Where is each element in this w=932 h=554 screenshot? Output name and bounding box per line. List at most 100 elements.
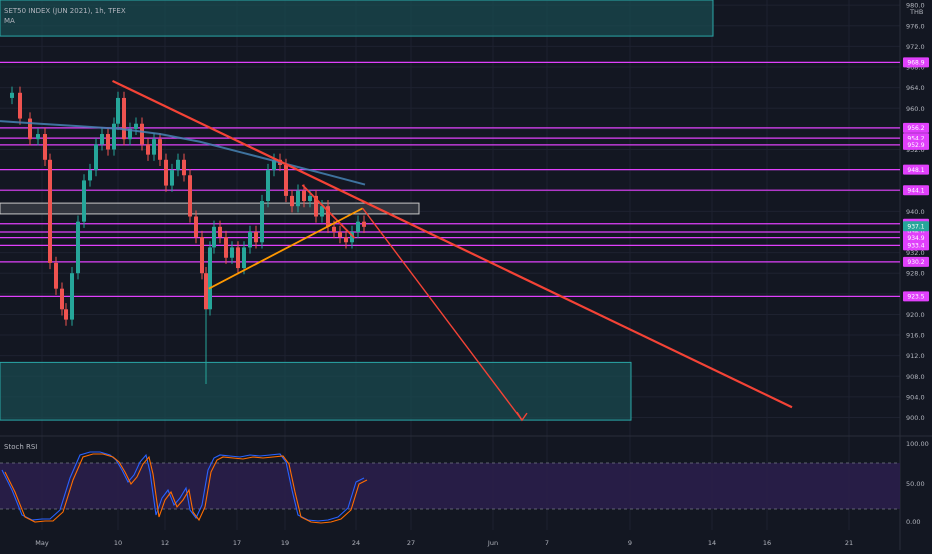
candle-body [230, 247, 234, 258]
candle-body [182, 159, 186, 176]
candle-body [308, 195, 312, 202]
moving-average-line [0, 120, 366, 186]
price-level-tag [903, 291, 929, 302]
candle-body [28, 118, 32, 140]
chart-legend: SET50 INDEX (JUN 2021), 1h, TFEX MA [4, 6, 126, 26]
candle-body [112, 123, 116, 150]
candle-body [272, 159, 276, 171]
candle-body [164, 159, 168, 186]
price-level-tag [903, 57, 929, 68]
stoch-rsi-label[interactable]: Stoch RSI [4, 443, 38, 451]
price-axis-tick-label: 968.0 [906, 64, 925, 72]
time-axis-tick-label: 19 [281, 539, 289, 547]
candle-body [302, 190, 306, 202]
price-level-tag-label: 930.2 [907, 259, 924, 266]
consolidation-box [0, 202, 420, 215]
price-level-tag [903, 139, 929, 150]
time-axis-tick-label: 17 [233, 539, 241, 547]
time-axis-tick-label: 27 [407, 539, 415, 547]
candle-body [48, 159, 52, 263]
candle-body [106, 134, 110, 150]
price-axis-tick-label: 916.0 [906, 332, 925, 340]
price-level-tag-label: 952.9 [907, 142, 924, 149]
price-axis-tick-label: 960.0 [906, 105, 925, 113]
candle-body [76, 221, 80, 274]
ma-indicator-label[interactable]: MA [4, 17, 15, 25]
candle-body [122, 97, 126, 140]
price-level-tag-label: 933.4 [907, 243, 924, 250]
candle-body [314, 195, 318, 217]
candle-body [146, 144, 150, 155]
time-axis-tick-label: 7 [545, 539, 549, 547]
candle-body [208, 247, 212, 310]
candle-body [296, 190, 300, 207]
candle-body [254, 231, 258, 243]
candle-body [326, 206, 330, 227]
rsi-axis-tick-label: 50.00 [906, 480, 925, 488]
price-level-tag-label: 934.9 [907, 235, 924, 242]
price-axis-tick-label: 900.0 [906, 414, 925, 422]
candle-body [290, 195, 294, 207]
candle-body [332, 226, 336, 232]
candle-body [60, 288, 64, 310]
candle-body [218, 226, 222, 238]
price-axis-tick-label: 932.0 [906, 249, 925, 257]
time-axis-tick-label: 24 [352, 539, 360, 547]
candle-body [128, 128, 132, 140]
candle-body [170, 170, 174, 186]
candle-body [260, 201, 264, 243]
candle-body [82, 180, 86, 222]
support-uptrend-line [208, 207, 364, 290]
price-level-tag-label: 954.2 [907, 135, 924, 142]
price-level-tag [903, 232, 929, 243]
price-level-tag [903, 164, 929, 175]
price-axis-tick-label: 920.0 [906, 311, 925, 319]
candle-body [36, 134, 40, 140]
time-axis-tick-label: 12 [161, 539, 169, 547]
candle-body [88, 170, 92, 181]
candle-body [338, 231, 342, 238]
time-axis-tick-label: 9 [628, 539, 632, 547]
price-level-tag [903, 122, 929, 133]
short-downtrend-line [301, 184, 356, 239]
price-axis-tick-label: 976.0 [906, 22, 925, 30]
symbol-title: SET50 INDEX (JUN 2021), 1h, TFEX [4, 7, 126, 15]
currency-label: THB [909, 8, 923, 16]
candle-body [43, 134, 47, 160]
upper-resistance-zone [0, 0, 714, 37]
candle-body [94, 144, 98, 171]
candle-body [64, 309, 68, 320]
price-axis-tick-label: 928.0 [906, 270, 925, 278]
candle-body [350, 231, 354, 243]
price-axis-tick-label: 980.0 [906, 2, 925, 10]
price-level-tag [903, 256, 929, 267]
price-axis-tick-label: 952.0 [906, 146, 925, 154]
lower-target-zone [0, 361, 632, 421]
time-axis-tick-label: 16 [763, 539, 771, 547]
rsi-band-fill [0, 463, 900, 509]
time-axis-tick-label: 10 [114, 539, 122, 547]
main-downtrend-line [112, 79, 793, 409]
candle-body [18, 92, 22, 119]
candle-body [236, 247, 240, 269]
candle-body [248, 231, 252, 248]
candle-body [204, 273, 208, 310]
price-level-tag-label: 923.5 [907, 294, 924, 301]
time-axis-tick-label: Jun [487, 539, 498, 547]
time-axis-tick-label: 14 [708, 539, 716, 547]
candle-body [70, 273, 74, 320]
candle-body [200, 237, 204, 274]
candle-body [134, 123, 138, 129]
candle-body [242, 247, 246, 269]
candle-body [54, 262, 58, 289]
candle-body [116, 97, 120, 124]
candle-body [320, 206, 324, 217]
candle-body [194, 216, 198, 238]
rsi-axis-tick-label: 0.00 [906, 518, 920, 526]
price-level-tag-label: 944.1 [907, 188, 924, 195]
price-axis-tick-label: 964.0 [906, 84, 925, 92]
price-level-tag [903, 185, 929, 196]
